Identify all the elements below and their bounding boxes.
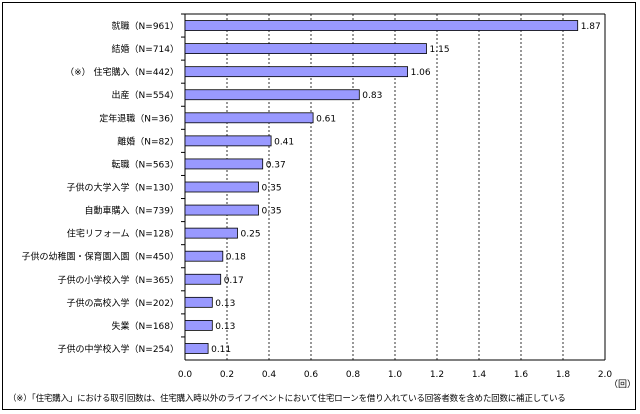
x-tick-label: 1.6	[514, 370, 529, 380]
bar	[184, 158, 264, 170]
value-label: 0.18	[226, 253, 246, 263]
x-tick-label: 1.0	[388, 370, 403, 380]
x-tick-label: 0.0	[178, 370, 193, 380]
x-tick-label: 1.2	[430, 370, 444, 380]
bar	[184, 20, 579, 31]
bar	[184, 112, 314, 124]
bar	[184, 204, 259, 216]
bar	[184, 319, 213, 331]
x-tick-label: 1.4	[472, 370, 487, 380]
bar	[184, 181, 259, 193]
category-label: 転職（N=563）	[112, 159, 179, 170]
chart-frame	[2, 2, 636, 410]
value-label: 0.11	[211, 345, 231, 355]
value-label: 0.17	[224, 276, 244, 286]
value-label: 0.83	[362, 91, 382, 101]
value-label: 1.15	[430, 45, 450, 55]
category-label: 自動車購入（N=739）	[85, 205, 179, 217]
value-label: 0.35	[262, 207, 282, 217]
category-label: 就職（N=961）	[112, 20, 179, 32]
category-label: 結婚（N=714）	[112, 43, 179, 55]
value-label: 1.06	[411, 68, 431, 78]
bar	[184, 89, 360, 101]
value-label: 0.13	[215, 299, 235, 309]
category-label: 子供の小学校入学（N=365）	[58, 274, 179, 286]
bar	[184, 296, 213, 308]
x-tick-label: 2.0	[598, 370, 613, 380]
category-label: 子供の中学校入学（N=254）	[58, 343, 179, 355]
category-label: 離婚（N=82）	[117, 135, 179, 147]
bar	[184, 43, 427, 54]
bar	[184, 250, 224, 262]
category-label: 子供の幼稚園・保育園入園（N=450）	[22, 251, 179, 263]
value-label: 0.25	[241, 230, 261, 240]
value-label: 0.13	[215, 322, 235, 332]
value-label: 0.41	[274, 137, 294, 147]
bar	[184, 273, 222, 285]
category-label: 子供の大学入学（N=130）	[67, 182, 179, 194]
footnote: （※）「住宅購入」における取引回数は、住宅購入時以外のライフイベントにおいて住宅…	[8, 394, 566, 404]
bar	[184, 343, 209, 354]
category-label: 定年退職（N=36）	[99, 112, 179, 124]
x-unit-label: （回）	[609, 379, 636, 390]
category-label: 住宅リフォーム（N=128）	[67, 228, 179, 240]
category-label: （※） 住宅購入（N=442）	[65, 66, 179, 78]
bar	[184, 66, 409, 78]
value-label: 0.37	[266, 160, 286, 170]
value-label: 0.35	[262, 184, 282, 194]
category-label: 子供の高校入学（N=202）	[67, 297, 179, 309]
value-label: 0.61	[316, 114, 336, 124]
value-label: 1.87	[581, 22, 601, 32]
x-tick-label: 0.6	[304, 370, 319, 380]
category-label: 出産（N=554）	[112, 89, 179, 101]
x-tick-label: 0.4	[262, 370, 277, 380]
x-tick-label: 0.2	[220, 370, 234, 380]
x-tick-label: 1.8	[556, 370, 571, 380]
bar	[184, 135, 272, 147]
category-label: 失業（N=168）	[112, 320, 179, 332]
x-tick-label: 0.8	[346, 370, 361, 380]
bar	[184, 227, 238, 239]
